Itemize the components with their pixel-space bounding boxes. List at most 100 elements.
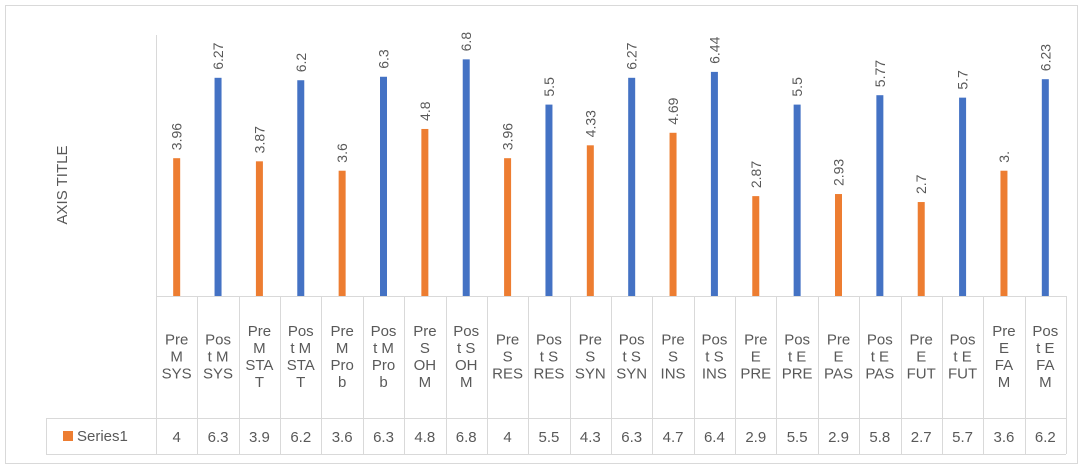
category-label-line: E: [751, 349, 761, 366]
table-value-cell: 3.6: [994, 429, 1015, 446]
category-label-line: Pre: [248, 323, 271, 340]
category-label-line: Pos: [867, 332, 893, 349]
bar-14: [710, 71, 718, 296]
category-label-line: FA: [995, 357, 1013, 374]
category-label-line: M: [336, 340, 349, 357]
category-label-line: Pre: [910, 332, 933, 349]
category-label-line: t M: [373, 340, 394, 357]
category-label-line: Pos: [205, 332, 231, 349]
category-label-line: Pre: [496, 332, 519, 349]
bar-data-label: 3.87: [251, 126, 267, 153]
category-label-line: OH: [455, 357, 478, 374]
category-label-line: SYN: [616, 366, 647, 383]
category-label-line: Pre: [579, 332, 602, 349]
bar-17: [835, 194, 842, 296]
legend-label-series1: Series1: [77, 428, 128, 445]
category-label-line: SYS: [203, 366, 233, 383]
category-label-line: STA: [287, 357, 315, 374]
category-label-line: M: [253, 340, 266, 357]
bar-data-labels: 3.96 6.27 3.87 6.2 3.6 6.3 4.8 6.8 3.96 5.5 4.33 6.…: [169, 32, 1054, 194]
y-axis-title: AXIS TITLE: [54, 146, 71, 225]
category-label-line: t S: [705, 349, 723, 366]
bar-data-label: 3.: [996, 151, 1012, 163]
category-label-line: t E: [1036, 340, 1054, 357]
category-label-line: PAS: [824, 366, 853, 383]
bar-16: [793, 104, 801, 296]
category-label-line: t S: [623, 349, 641, 366]
table-value-cell: 6.3: [208, 429, 229, 446]
table-value-cell: 6.8: [456, 429, 477, 446]
category-label-line: Pos: [371, 323, 397, 340]
category-label-line: Pro: [330, 357, 353, 374]
category-label-line: M: [460, 374, 473, 391]
table-value-cell: 6.3: [373, 429, 394, 446]
category-label-line: t E: [788, 349, 806, 366]
bar-series: [173, 59, 1049, 297]
category-label-line: E: [916, 349, 926, 366]
bar-11: [586, 145, 594, 296]
bar-18: [876, 95, 884, 296]
table-value-cell: 5.8: [869, 429, 890, 446]
table-value-cell: 5.5: [787, 429, 808, 446]
category-label-line: FUT: [948, 366, 977, 383]
category-label-line: Pre: [165, 332, 188, 349]
category-label-line: T: [255, 374, 264, 391]
bar-data-label: 6.3: [376, 49, 392, 69]
bar-data-label: 6.2: [293, 53, 309, 73]
category-label-line: SYS: [162, 366, 192, 383]
table-value-cell: 2.9: [828, 429, 849, 446]
bar-22: [1041, 79, 1049, 296]
table-value-cell: 4: [173, 429, 181, 446]
bar-3: [255, 161, 263, 296]
category-label-line: E: [833, 349, 843, 366]
category-label-line: M: [1039, 374, 1052, 391]
category-label-line: Pos: [950, 332, 976, 349]
bar-9: [504, 158, 512, 296]
category-label-line: PRE: [740, 366, 771, 383]
bar-data-label: 5.5: [789, 77, 805, 97]
category-label-line: OH: [414, 357, 437, 374]
bar-8: [462, 59, 470, 296]
bar-15: [752, 196, 760, 296]
table-value-cell: 4.3: [580, 429, 601, 446]
bar-data-label: 5.77: [872, 60, 888, 87]
category-label-line: M: [998, 374, 1011, 391]
bar-6: [380, 76, 387, 296]
category-label-line: FA: [1036, 357, 1054, 374]
category-label-line: RES: [534, 366, 565, 383]
category-label-line: t S: [457, 340, 475, 357]
bar-19: [917, 202, 925, 296]
bar-data-label: 3.6: [334, 143, 350, 163]
bar-5: [338, 170, 346, 296]
bar-data-label: 6.23: [1037, 44, 1053, 71]
category-label-line: SYN: [575, 366, 606, 383]
category-label-line: Pos: [288, 323, 314, 340]
bar-13: [669, 132, 677, 296]
table-value-cell: 6.2: [290, 429, 311, 446]
category-label-line: Pro: [372, 357, 395, 374]
bar-data-label: 2.87: [748, 161, 764, 188]
category-label-line: Pre: [661, 332, 684, 349]
data-table-values: 4 6.3 3.9 6.2 3.6 6.3 4.8 6.8 4 5.5 4.3 6.3 4.7 6.4 2.…: [173, 429, 1056, 446]
table-value-cell: 3.9: [249, 429, 270, 446]
category-label-line: Pos: [453, 323, 479, 340]
category-label-line: E: [999, 340, 1009, 357]
category-label-line: Pre: [827, 332, 850, 349]
bar-data-label: 5.5: [541, 77, 557, 97]
bar-data-label: 5.7: [955, 70, 971, 90]
category-label-line: Pos: [701, 332, 727, 349]
